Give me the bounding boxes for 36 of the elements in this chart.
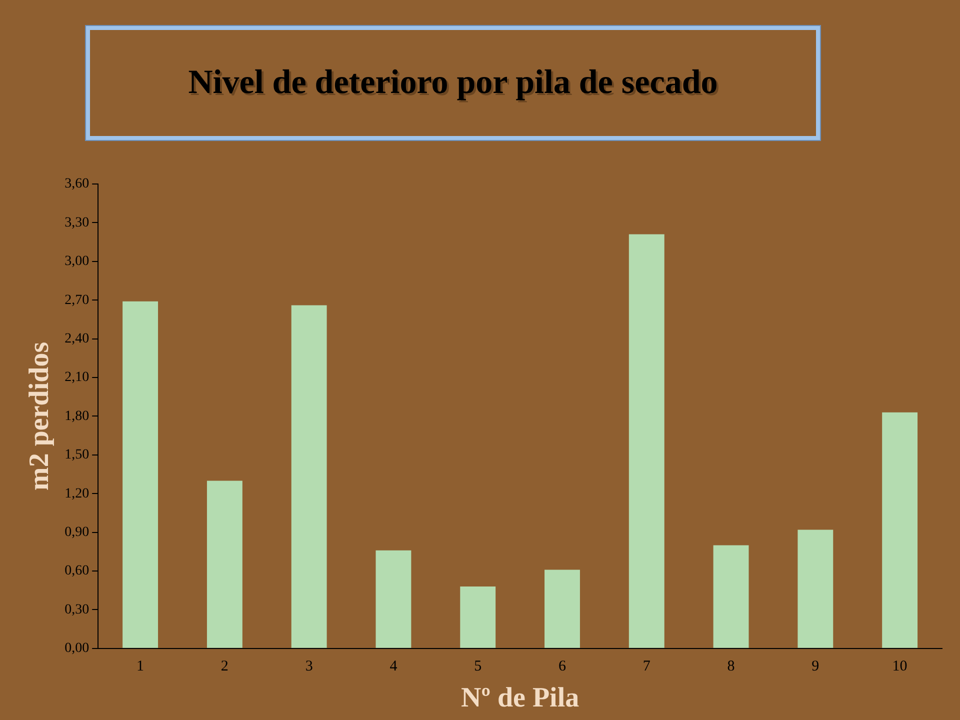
x-tick-label: 5 [474, 658, 482, 674]
x-axis-title: Nº de Pila [460, 682, 580, 714]
bar [291, 305, 327, 648]
x-tick-label: 2 [220, 658, 228, 674]
y-tick-label: 1,80 [64, 408, 90, 424]
x-tick-label: 4 [390, 658, 398, 674]
y-tick-label: 1,50 [64, 448, 90, 463]
y-tick-label: 3,00 [64, 254, 90, 270]
bar [206, 480, 242, 648]
x-tick-label: 9 [812, 658, 820, 674]
bar [544, 570, 580, 648]
bar [798, 530, 834, 648]
x-tick-label: 6 [558, 658, 566, 674]
bar [628, 234, 664, 648]
x-tick-label: 3 [305, 658, 313, 674]
y-axis-title: m2 perdidos [24, 342, 56, 490]
x-tick-label: 8 [727, 658, 735, 674]
x-tick-label: 1 [136, 658, 144, 674]
y-tick-label: 3,30 [64, 215, 90, 230]
y-tick-label: 2,40 [64, 331, 90, 346]
x-tick-label: 10 [892, 658, 908, 674]
y-tick-label: 1,20 [64, 486, 90, 502]
bar [882, 412, 918, 648]
y-tick-label: 0,60 [64, 564, 90, 579]
y-tick-label: 0,30 [64, 602, 90, 618]
y-tick-label: 2,10 [64, 370, 90, 386]
x-tick-label: 7 [642, 658, 651, 674]
y-tick-label: 3,60 [64, 176, 90, 192]
y-tick-label: 0,90 [64, 524, 90, 540]
bar [713, 545, 749, 648]
bar [122, 301, 158, 648]
bar [460, 586, 496, 648]
bar [376, 550, 412, 648]
chart-title: Nivel de deterioro por pila de secado [188, 64, 718, 102]
y-tick-label: 2,70 [64, 292, 90, 308]
y-tick-label: 0,00 [64, 641, 90, 656]
